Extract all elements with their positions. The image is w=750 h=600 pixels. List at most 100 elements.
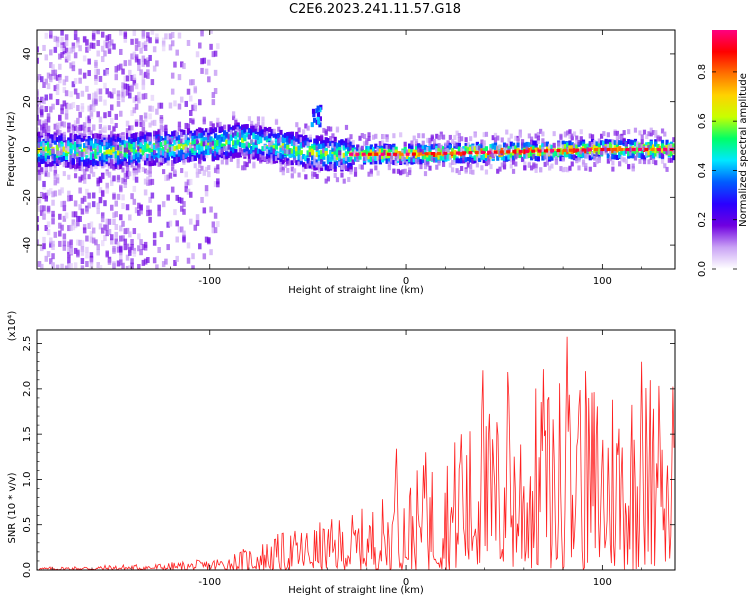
heatmap-cell [182,236,186,243]
heatmap-cell [53,123,58,130]
heatmap-cell [37,261,42,268]
heatmap-cell [143,134,148,140]
heatmap-cell [173,145,177,151]
heatmap-cell [55,36,60,43]
heatmap-cell [191,265,195,269]
heatmap-cell [374,155,378,161]
heatmap-cell [545,160,550,166]
heatmap-cell [46,251,51,258]
heatmap-cell [49,62,53,69]
heatmap-cell [241,129,245,135]
heatmap-cell [204,190,209,197]
heatmap-cell [378,159,382,165]
heatmap-cell [107,43,112,50]
heatmap-cell [173,158,177,164]
heatmap-cell [139,142,143,148]
heatmap-cell [125,133,130,139]
heatmap-cell [184,181,188,188]
heatmap-cell [94,92,98,99]
heatmap-cell [116,136,121,142]
heatmap-cell [259,149,263,155]
heatmap-cell [177,126,182,132]
heatmap-cell [40,76,44,83]
heatmap-cell [475,142,480,148]
heatmap-cell [130,244,134,251]
heatmap-cell [114,231,119,238]
heatmap-cell [390,159,394,165]
heatmap-cell [499,150,504,154]
heatmap-cell [180,141,184,147]
heatmap-cell [110,161,114,167]
heatmap-cell [550,154,554,160]
heatmap-cell [584,148,588,154]
snr-xtick-label: -100 [198,577,221,588]
heatmap-cell [175,194,179,201]
heatmap-cell [67,51,71,58]
heatmap-cell [557,141,561,147]
heatmap-cell [112,152,116,159]
heatmap-cell [365,152,369,158]
heatmap-cell [220,134,224,140]
heatmap-cell [568,133,572,139]
heatmap-cell [121,96,125,103]
heatmap-cell [44,132,48,138]
heatmap-cell [166,147,170,153]
heatmap-cell [100,189,105,196]
heatmap-cell [189,130,193,136]
heatmap-cell [55,145,60,151]
heatmap-cell [387,158,391,164]
heatmap-cell [78,215,82,222]
heatmap-cell [191,148,195,154]
heatmap-cell [42,44,46,51]
heatmap-cell [421,140,425,146]
heatmap-cell [211,150,215,156]
heatmap-cell [290,152,294,158]
heatmap-cell [315,173,319,179]
heatmap-cell [182,230,186,237]
heatmap-cell [37,158,42,165]
heatmap-cell [322,161,326,167]
heatmap-cell [96,30,100,35]
heatmap-cell [252,161,256,167]
heatmap-cell [216,140,220,146]
heatmap-cell [85,246,89,253]
heatmap-cell [462,148,466,154]
heatmap-cell [55,89,60,96]
heatmap-cell [105,88,109,95]
heatmap-cell [161,45,166,52]
heatmap-cell [132,107,137,114]
heatmap-cell [46,146,51,152]
heatmap-cell [254,153,258,159]
heatmap-cell [177,135,182,141]
heatmap-cell [534,140,538,146]
heatmap-cell [270,131,274,137]
heatmap-cell [380,152,385,156]
heatmap-cell [658,136,662,142]
heatmap-cell [622,137,626,143]
heatmap-cell [198,162,202,168]
heatmap-cell [484,156,489,162]
heatmap-cell [374,133,378,139]
heatmap-cell [55,41,60,48]
heatmap-cell [179,226,184,233]
heatmap-cell [568,148,573,152]
heatmap-cell [180,168,184,174]
heatmap-cell [360,164,364,170]
heatmap-cell [259,125,263,131]
heatmap-cell [195,152,200,158]
heatmap-cell [177,103,182,110]
heatmap-cell [344,138,349,144]
heatmap-cell [105,170,109,176]
heatmap-cell [125,243,130,250]
heatmap-cell [259,128,263,134]
heatmap-cell [401,155,405,161]
heatmap-cell [105,187,109,194]
heatmap-cell [184,146,188,152]
heatmap-cell [342,145,346,151]
heatmap-cell [73,88,78,95]
heatmap-cell [516,152,520,158]
heatmap-cell [94,163,98,170]
heatmap-cell [259,136,263,142]
heatmap-cell [85,161,89,167]
heatmap-cell [340,172,344,178]
